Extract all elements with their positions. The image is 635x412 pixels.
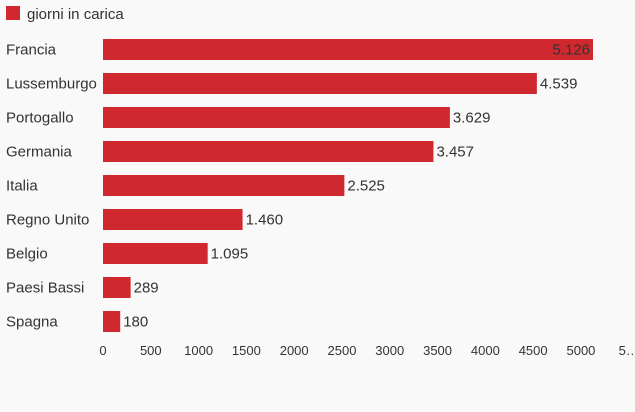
x-tick-label: 1000 (184, 343, 213, 358)
category-label: Germania (6, 144, 73, 161)
category-label: Spagna (6, 314, 58, 331)
x-tick-label: 4000 (471, 343, 500, 358)
data-label: 5.126 (552, 42, 590, 59)
bar[interactable] (103, 107, 450, 128)
category-label: Italia (6, 178, 38, 195)
x-tick-label: 3000 (375, 343, 404, 358)
x-tick-label: 4500 (519, 343, 548, 358)
legend-label: giorni in carica (27, 6, 124, 23)
bar[interactable] (103, 175, 345, 196)
data-label: 180 (123, 314, 148, 331)
x-axis: 0 500 1000 1500 2000 2500 3000 3500 4000 4500 5000… (99, 343, 635, 358)
category-label: Lussemburgo (6, 76, 97, 93)
x-tick-label: 2000 (280, 343, 309, 358)
legend-swatch (6, 6, 20, 20)
bar[interactable] (103, 277, 131, 298)
x-tick-label: 0 (99, 343, 106, 358)
value-labels: 5.126 4.539 3.629 3.457 2.525 1.460 1.095 289 18… (123, 42, 590, 331)
legend[interactable]: giorni in carica (6, 6, 124, 23)
category-labels: Francia Lussemburgo Portogallo Germania Ital… (6, 42, 97, 331)
category-label: Belgio (6, 246, 48, 263)
data-label: 1.095 (211, 246, 249, 263)
category-label: Regno Unito (6, 212, 89, 229)
x-tick-label: 1500 (232, 343, 261, 358)
bar[interactable] (103, 243, 208, 264)
bar[interactable] (103, 39, 593, 60)
category-label: Portogallo (6, 110, 74, 127)
data-label: 3.457 (436, 144, 474, 161)
bar[interactable] (103, 141, 434, 162)
data-label: 4.539 (540, 76, 578, 93)
x-tick-label: 3500 (423, 343, 452, 358)
bars (103, 39, 593, 332)
category-label: Francia (6, 42, 57, 59)
bar[interactable] (103, 209, 243, 230)
x-tick-label: 2500 (328, 343, 357, 358)
x-tick-label: 5… (619, 343, 635, 358)
category-label: Paesi Bassi (6, 280, 84, 297)
bar[interactable] (103, 73, 537, 94)
x-tick-label: 5000 (566, 343, 595, 358)
data-label: 2.525 (347, 178, 385, 195)
data-label: 3.629 (453, 110, 491, 127)
bar[interactable] (103, 311, 121, 332)
data-label: 289 (134, 280, 159, 297)
x-tick-label: 500 (140, 343, 162, 358)
data-label: 1.460 (246, 212, 284, 229)
